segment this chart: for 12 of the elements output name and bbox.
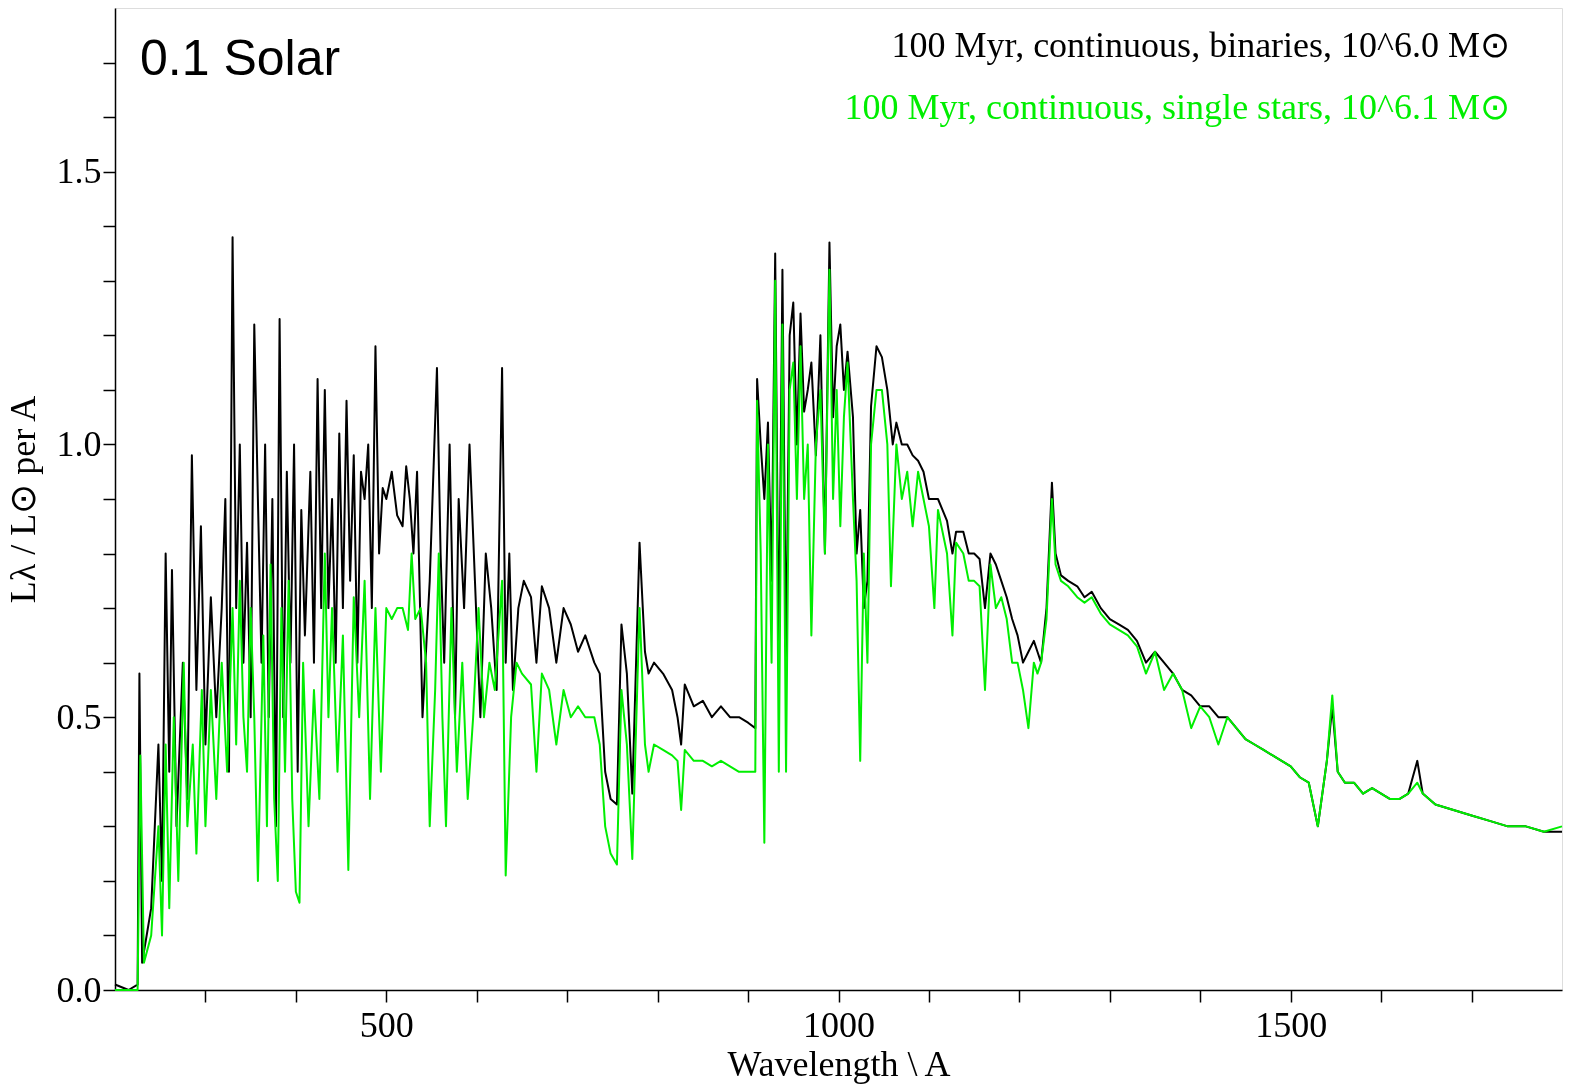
x-tick-label: 1000 <box>803 1004 875 1045</box>
y-tick-label: 1.0 <box>56 423 102 464</box>
y-axis-title: Lλ / L⊙ per A <box>2 395 43 604</box>
text: 100 Myr, continuous, binaries, 10^6.0 M⊙ <box>891 25 1510 65</box>
x-axis-title: Wavelength \ A <box>727 1043 951 1084</box>
y-tick-label: 0.0 <box>56 969 102 1010</box>
y-tick-label: 1.5 <box>56 151 102 192</box>
x-tick-label: 500 <box>359 1004 414 1045</box>
annotation: 0.1 Solar <box>140 30 341 86</box>
y-tick-label: 0.5 <box>56 696 102 737</box>
x-tick-label: 1500 <box>1255 1004 1328 1045</box>
text: 100 Myr, continuous, single stars, 10^6.1 M⊙ <box>844 87 1510 127</box>
